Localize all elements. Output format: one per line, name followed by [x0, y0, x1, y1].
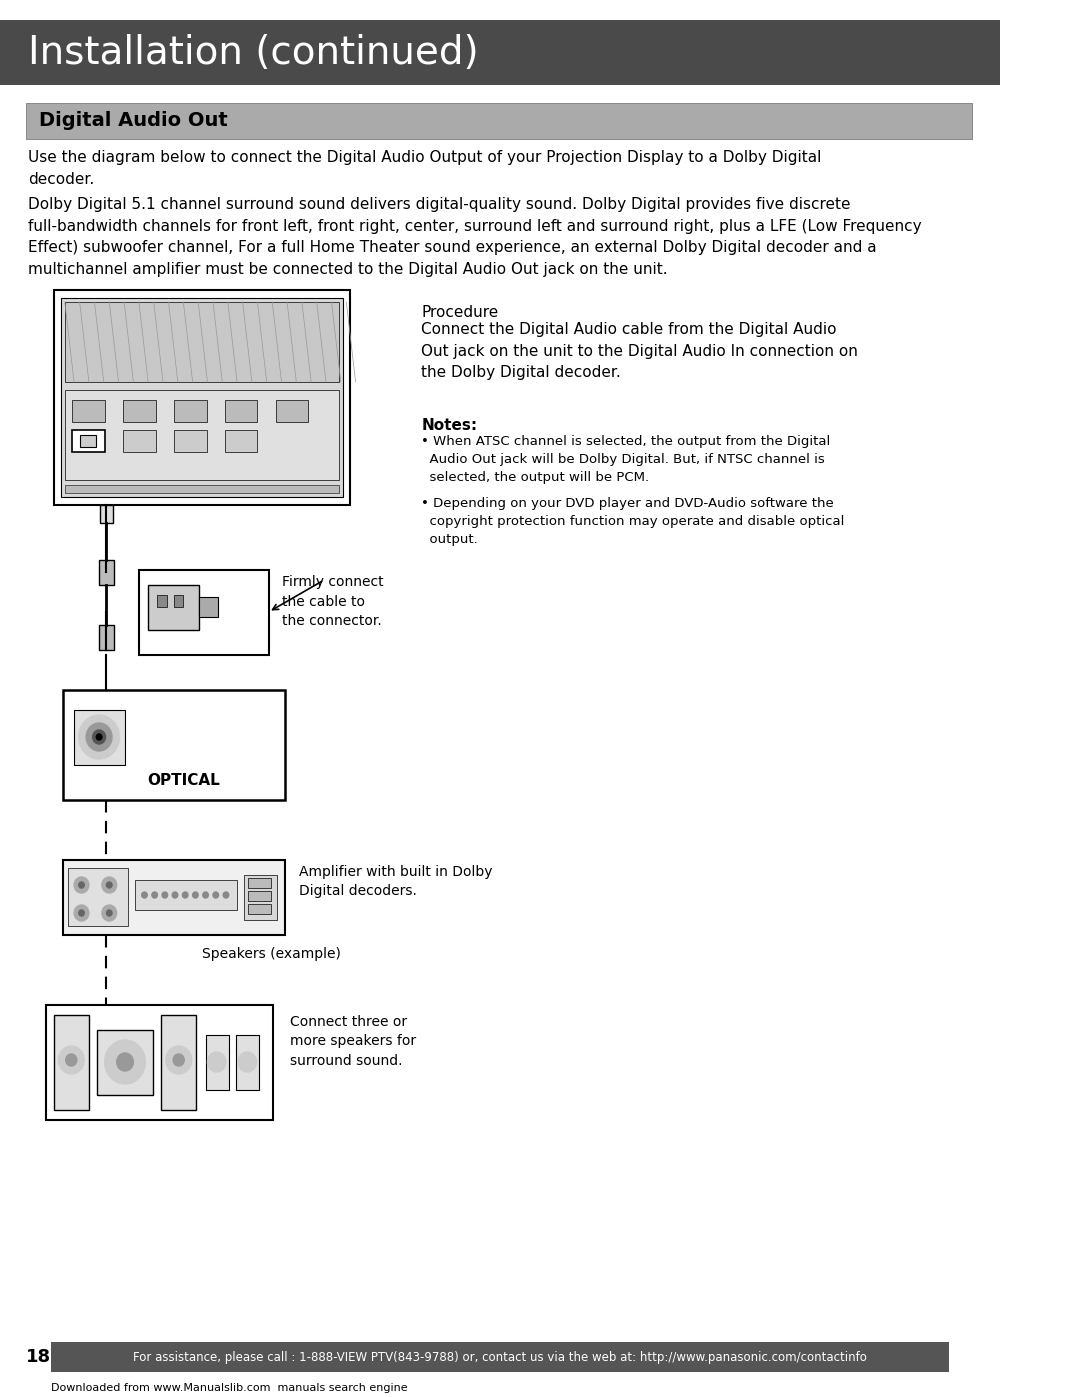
Circle shape: [162, 893, 167, 898]
Circle shape: [93, 731, 106, 745]
Bar: [135, 880, 238, 909]
Bar: [100, 504, 113, 522]
Bar: [244, 875, 276, 921]
Circle shape: [172, 893, 178, 898]
Bar: [205, 1035, 229, 1090]
Bar: [199, 597, 217, 617]
Text: Amplifier with built in Dolby
Digital decoders.: Amplifier with built in Dolby Digital de…: [299, 865, 492, 898]
Bar: [65, 390, 339, 481]
Circle shape: [213, 893, 218, 898]
Bar: [65, 302, 339, 381]
Bar: [174, 595, 184, 608]
Bar: [63, 861, 285, 935]
Circle shape: [107, 909, 112, 916]
Text: • Depending on your DVD player and DVD-Audio software the
  copyright protection: • Depending on your DVD player and DVD-A…: [421, 497, 845, 546]
Text: • When ATSC channel is selected, the output from the Digital
  Audio Out jack wi: • When ATSC channel is selected, the out…: [421, 434, 831, 483]
Bar: [72, 400, 105, 422]
Bar: [148, 585, 199, 630]
Circle shape: [107, 882, 112, 888]
Bar: [276, 400, 309, 422]
Bar: [123, 400, 156, 422]
Circle shape: [86, 724, 112, 752]
Bar: [161, 1016, 197, 1111]
Bar: [72, 430, 105, 453]
Bar: [99, 560, 113, 585]
Bar: [158, 595, 166, 608]
Circle shape: [117, 1053, 133, 1071]
Circle shape: [141, 893, 147, 898]
Text: Installation (continued): Installation (continued): [28, 34, 478, 73]
Text: Speakers (example): Speakers (example): [202, 947, 341, 961]
Circle shape: [96, 733, 102, 740]
Bar: [237, 1035, 259, 1090]
Bar: [97, 1030, 152, 1095]
Bar: [46, 1004, 273, 1120]
Text: Use the diagram below to connect the Digital Audio Output of your Projection Dis: Use the diagram below to connect the Dig…: [28, 149, 821, 187]
Circle shape: [224, 893, 229, 898]
Circle shape: [183, 893, 188, 898]
Text: Connect three or
more speakers for
surround sound.: Connect three or more speakers for surro…: [289, 1016, 416, 1067]
Bar: [248, 877, 271, 888]
Text: Firmly connect
the cable to
the connector.: Firmly connect the cable to the connecto…: [283, 576, 384, 629]
Bar: [99, 624, 113, 650]
Bar: [65, 485, 339, 493]
Bar: [63, 690, 285, 800]
Circle shape: [207, 1052, 226, 1071]
Text: Notes:: Notes:: [421, 418, 477, 433]
Bar: [174, 430, 206, 453]
Bar: [0, 20, 1000, 85]
Circle shape: [165, 1046, 191, 1074]
Text: Dolby Digital 5.1 channel surround sound delivers digital-quality sound. Dolby D: Dolby Digital 5.1 channel surround sound…: [28, 197, 921, 277]
Text: 18: 18: [26, 1348, 51, 1366]
Circle shape: [105, 1039, 146, 1084]
Text: OPTICAL: OPTICAL: [147, 773, 219, 788]
Text: Downloaded from www.Manualslib.com  manuals search engine: Downloaded from www.Manualslib.com manua…: [51, 1383, 407, 1393]
Bar: [248, 904, 271, 914]
Text: For assistance, please call : 1-888-VIEW PTV(843-9788) or, contact us via the we: For assistance, please call : 1-888-VIEW…: [133, 1351, 867, 1363]
Bar: [225, 400, 257, 422]
Text: Connect the Digital Audio cable from the Digital Audio
Out jack on the unit to t: Connect the Digital Audio cable from the…: [421, 321, 859, 380]
Circle shape: [203, 893, 208, 898]
Circle shape: [79, 715, 120, 759]
Bar: [248, 891, 271, 901]
Bar: [80, 434, 96, 447]
Circle shape: [66, 1053, 77, 1066]
Circle shape: [238, 1052, 257, 1071]
Bar: [54, 1016, 89, 1111]
Bar: [75, 710, 125, 766]
Bar: [139, 570, 269, 655]
Bar: [54, 291, 350, 504]
Bar: [51, 1343, 949, 1372]
Bar: [174, 400, 206, 422]
Bar: [62, 298, 342, 497]
Bar: [123, 430, 156, 453]
Text: Digital Audio Out: Digital Audio Out: [39, 112, 228, 130]
Circle shape: [79, 882, 84, 888]
Circle shape: [58, 1046, 84, 1074]
Circle shape: [102, 905, 117, 921]
Circle shape: [192, 893, 198, 898]
Circle shape: [79, 909, 84, 916]
Circle shape: [75, 905, 89, 921]
Circle shape: [173, 1053, 185, 1066]
Bar: [225, 430, 257, 453]
Bar: [26, 103, 972, 138]
Circle shape: [75, 877, 89, 893]
Bar: [68, 868, 127, 926]
Text: Procedure: Procedure: [421, 305, 499, 320]
Circle shape: [102, 877, 117, 893]
Circle shape: [152, 893, 158, 898]
